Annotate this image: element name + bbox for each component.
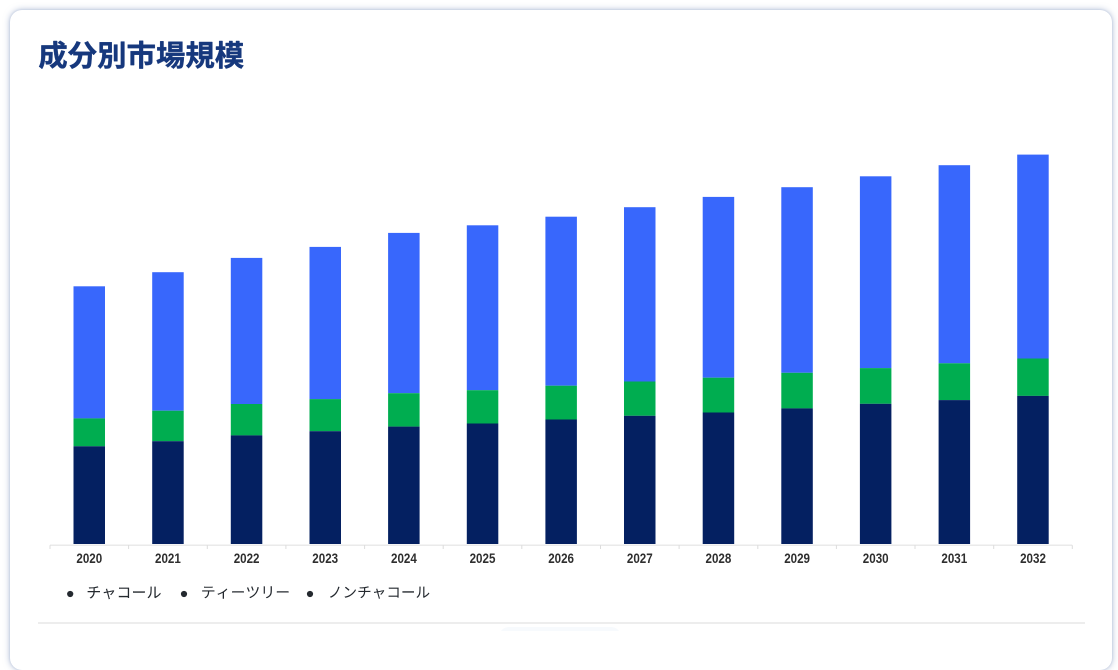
- svg-text:2032: 2032: [1020, 551, 1046, 567]
- svg-text:2022: 2022: [234, 551, 260, 567]
- svg-text:2025: 2025: [470, 551, 496, 567]
- svg-text:2026: 2026: [548, 551, 574, 567]
- svg-text:2031: 2031: [941, 551, 967, 567]
- svg-text:2024: 2024: [391, 551, 417, 567]
- svg-text:2020: 2020: [76, 551, 102, 567]
- svg-text:2029: 2029: [784, 551, 810, 567]
- svg-text:2028: 2028: [706, 551, 732, 567]
- svg-text:2030: 2030: [863, 551, 889, 567]
- svg-text:2027: 2027: [627, 551, 653, 567]
- svg-text:2023: 2023: [312, 551, 338, 567]
- svg-text:2021: 2021: [155, 551, 181, 567]
